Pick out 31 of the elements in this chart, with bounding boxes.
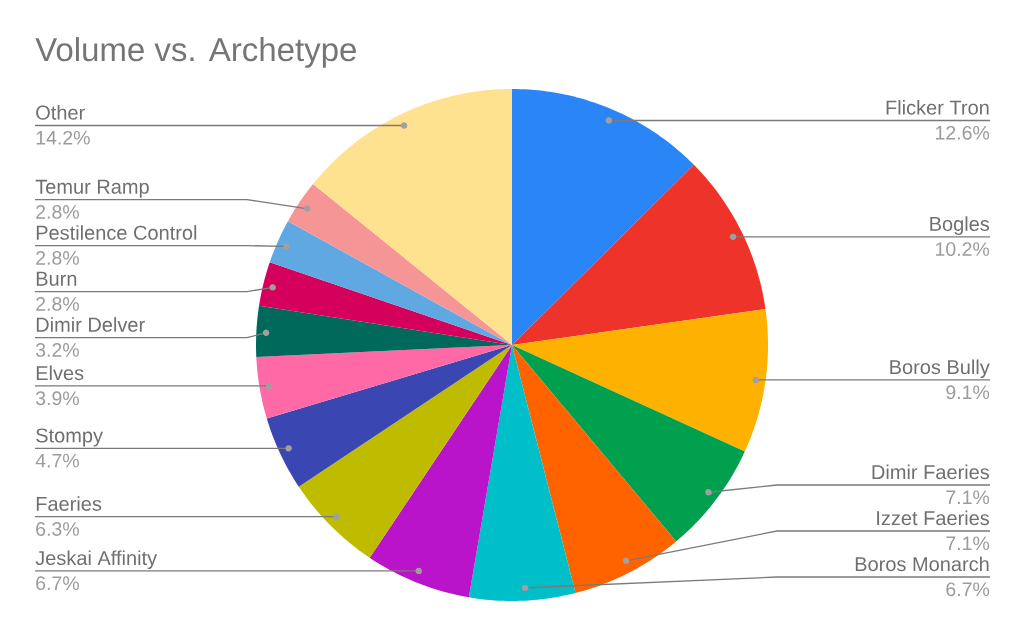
slice-label: Other [36,105,85,120]
data-label: 7.1% [946,536,990,551]
data-label: 7.1% [946,490,990,505]
data-label: 4.7% [35,453,79,468]
data-label: 6.3% [36,522,79,536]
data-label: 12.6% [936,125,990,140]
data-label: 3.2% [35,343,79,357]
data-label: 9.1% [946,385,990,400]
data-label: 10.2% [936,242,990,257]
slice-label: Jeskai Affinity [35,550,158,570]
slice-label: Temur Ramp [35,179,149,198]
data-label: 2.8% [36,251,79,265]
chart-title: Volume vs. Archetype [35,37,356,68]
slice-label: Boros Monarch [855,556,989,572]
slice-label: Izzet Faeries [877,510,990,526]
data-label: 2.8% [36,297,79,311]
data-label: 2.8% [36,205,79,219]
slice-label: Dimir Delver [36,317,145,332]
slice-label: Boros Bully [890,359,990,379]
slice-label: Bogles [930,216,990,235]
slice-label: Pestilence Control [36,225,197,240]
data-label: 6.7% [36,576,79,591]
slice-label: Burn [36,271,77,286]
slice-label: Dimir Faeries [872,464,990,480]
slice-label: Faeries [36,496,102,511]
data-label: 3.9% [35,391,79,406]
slice-label: Flicker Tron [886,100,989,115]
slice-label: Stompy [36,428,103,447]
data-label: 14.2% [36,130,90,145]
data-label: 6.7% [946,582,990,597]
slice-label: Elves [36,365,84,381]
